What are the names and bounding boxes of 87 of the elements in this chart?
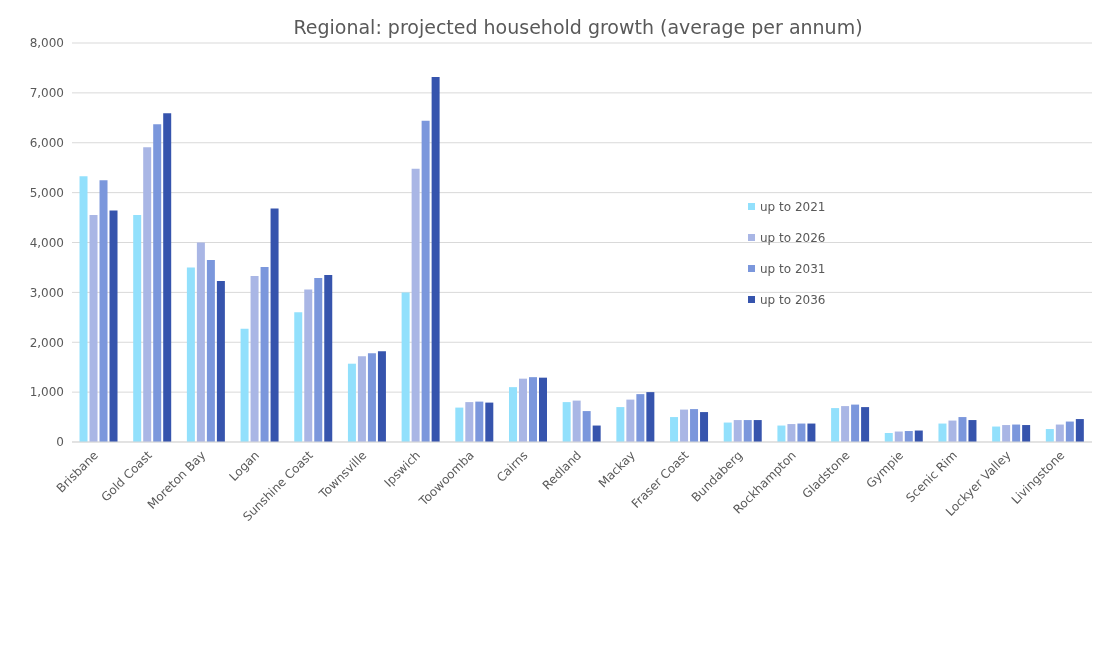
bar	[904, 431, 913, 442]
bar	[528, 377, 537, 442]
bar	[787, 424, 796, 442]
bar	[260, 266, 269, 442]
bar	[562, 402, 571, 442]
bar	[99, 180, 108, 442]
bar	[206, 259, 215, 442]
bar	[616, 407, 625, 442]
bar	[240, 328, 249, 442]
bar	[690, 409, 699, 442]
bar	[851, 404, 860, 442]
bar	[938, 423, 947, 442]
bar	[948, 420, 957, 442]
bar	[377, 351, 386, 442]
bar	[455, 407, 464, 442]
bar	[367, 353, 376, 442]
y-tick-label: 2,000	[29, 335, 64, 350]
bar	[475, 401, 484, 442]
bar	[347, 363, 356, 442]
bar	[861, 407, 870, 442]
bar	[646, 392, 655, 442]
bar	[304, 289, 313, 442]
bar	[485, 402, 494, 442]
bar	[196, 242, 205, 442]
bar	[357, 356, 366, 442]
bar	[753, 420, 762, 442]
bar	[831, 408, 840, 442]
bar	[723, 422, 732, 442]
bar	[1002, 425, 1011, 442]
bar	[250, 275, 259, 442]
legend-label: up to 2026	[760, 230, 826, 245]
bar	[324, 274, 333, 442]
bar	[518, 378, 527, 442]
bar	[186, 267, 195, 442]
bar	[109, 210, 118, 442]
bar	[411, 168, 420, 442]
legend-label: up to 2021	[760, 199, 826, 214]
bar	[1065, 421, 1074, 442]
bar	[807, 423, 816, 442]
bar	[680, 409, 689, 442]
y-tick-label: 4,000	[29, 235, 64, 250]
bar	[538, 377, 547, 442]
bar	[582, 411, 591, 442]
bar	[743, 420, 752, 442]
y-tick-label: 1,000	[29, 385, 64, 400]
chart-title: Regional: projected household growth (average per annum)	[292, 16, 864, 38]
y-tick-label: 6,000	[29, 136, 64, 151]
bar	[465, 402, 474, 442]
bar	[153, 124, 162, 442]
bar	[270, 208, 279, 442]
bar	[143, 147, 152, 442]
bar	[1022, 425, 1031, 442]
bar	[841, 406, 850, 442]
legend-label: up to 2036	[760, 292, 826, 307]
bar	[1055, 424, 1064, 442]
bar	[958, 417, 967, 442]
bar	[89, 215, 98, 442]
y-tick-label: 7,000	[29, 86, 64, 101]
y-tick-label: 3,000	[29, 285, 64, 300]
bar	[314, 277, 323, 442]
y-tick-label: 5,000	[29, 185, 64, 200]
bar	[777, 425, 786, 442]
bar	[797, 423, 806, 442]
bar	[670, 417, 679, 442]
bar	[992, 426, 1001, 442]
bar	[508, 387, 517, 442]
legend-label: up to 2031	[760, 261, 826, 276]
bar	[401, 292, 410, 442]
bar	[592, 425, 601, 442]
y-tick-label: 0	[56, 435, 64, 450]
bar	[216, 280, 225, 442]
bar	[421, 120, 430, 442]
bar	[636, 394, 645, 442]
bar	[626, 399, 635, 442]
bar	[163, 113, 172, 442]
bar	[968, 420, 977, 442]
bar	[1075, 419, 1084, 442]
bar	[1045, 429, 1054, 442]
bar	[294, 312, 303, 442]
bar	[133, 215, 142, 442]
bar	[733, 420, 742, 442]
bar	[572, 400, 581, 442]
bar	[431, 76, 440, 442]
bar	[79, 176, 88, 442]
bar	[1012, 424, 1021, 442]
bar	[700, 412, 709, 442]
y-tick-label: 8,000	[29, 36, 64, 51]
